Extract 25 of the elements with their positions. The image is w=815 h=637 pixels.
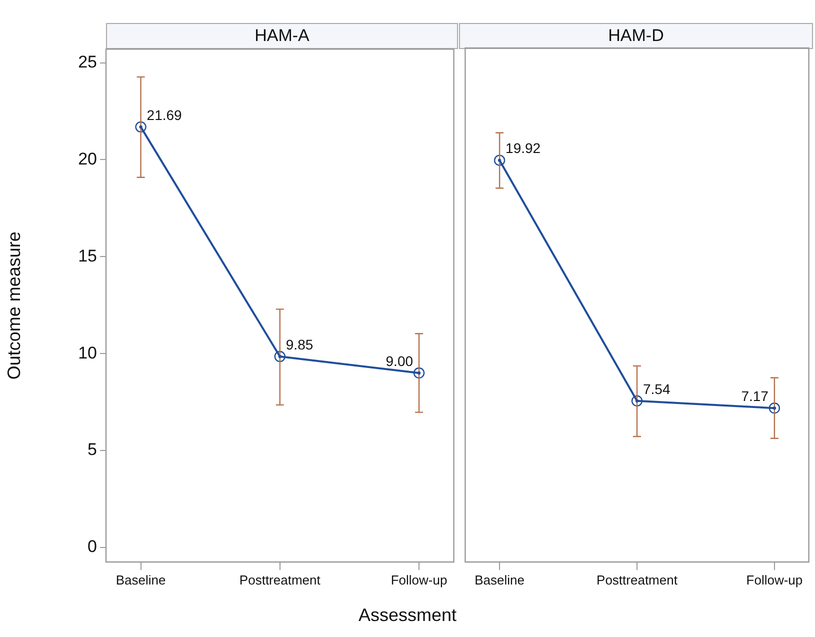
- x-tick-label: Baseline: [474, 572, 524, 588]
- x-tick-label: Posttreatment: [596, 572, 678, 588]
- y-tick-label: 15: [78, 246, 97, 266]
- y-tick-label: 10: [78, 343, 97, 362]
- data-label: 9.85: [286, 336, 314, 352]
- chart-title: HAM-D: [459, 23, 813, 49]
- x-axis-title: Assessment: [357, 605, 458, 626]
- y-tick-label: 25: [78, 52, 97, 72]
- x-tick-label: Follow-up: [390, 572, 448, 588]
- y-tick-label: 0: [88, 537, 97, 556]
- x-tick-label: Follow-up: [746, 572, 803, 588]
- data-label: 9.00: [386, 352, 414, 369]
- data-label: 21.69: [146, 106, 182, 123]
- data-label: 19.92: [506, 140, 541, 156]
- chart-title: HAM-A: [106, 23, 458, 49]
- x-tick-label: Posttreatment: [239, 572, 321, 588]
- y-axis-title: Outcome measure: [4, 232, 24, 380]
- data-label: 7.54: [643, 380, 670, 397]
- point: [413, 367, 425, 379]
- x-tick-label: Baseline: [116, 572, 166, 588]
- y-tick-label: 20: [78, 149, 97, 168]
- data-label: 7.17: [741, 388, 769, 404]
- point: [274, 350, 286, 362]
- point: [135, 121, 146, 133]
- y-tick-label: 5: [88, 440, 97, 460]
